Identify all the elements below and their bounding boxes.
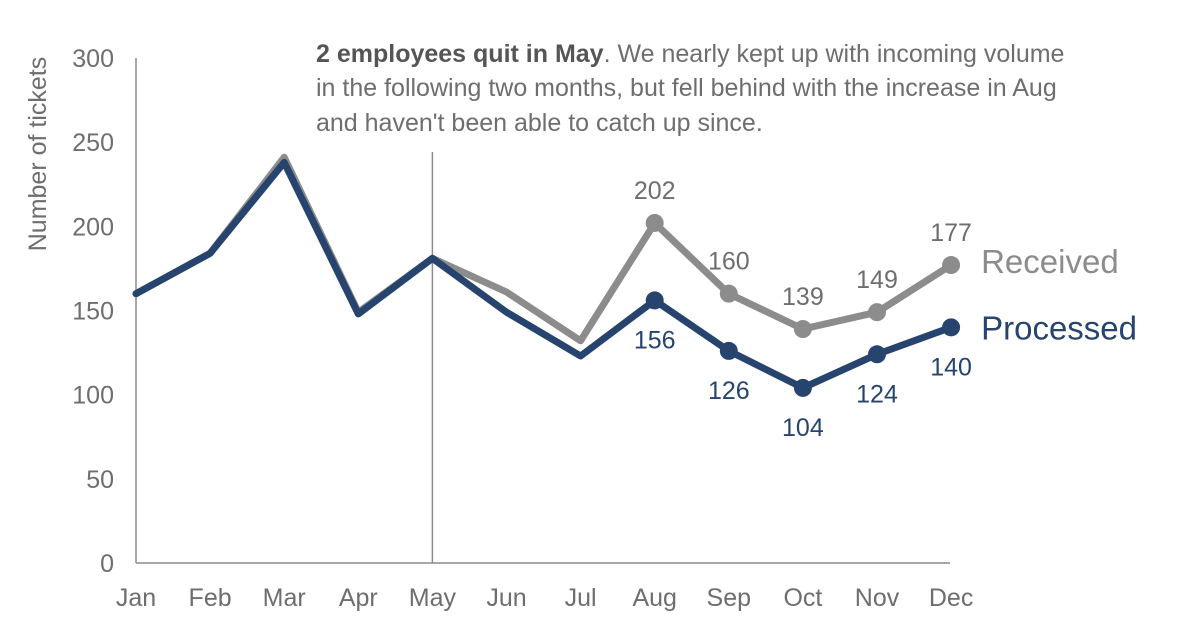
y-tick-label: 150 [72, 298, 114, 326]
y-tick-label: 0 [100, 550, 114, 578]
annotation-line-3: and haven't been able to catch up since. [316, 109, 763, 137]
processed-line [132, 158, 955, 392]
x-tick-label: May [409, 584, 457, 612]
x-tick-labels: Jan Feb Mar Apr May Jun Jul Aug Sep Oct Nov Dec [116, 584, 973, 612]
processed-point [942, 318, 961, 337]
x-tick-label: Jul [565, 584, 597, 612]
received-data-label: 149 [856, 266, 898, 294]
processed-data-label: 156 [634, 326, 676, 354]
received-line [132, 153, 955, 345]
received-data-label: 202 [634, 177, 676, 205]
x-tick-label: Sep [707, 584, 751, 612]
x-tick-label: Jun [486, 584, 526, 612]
y-tick-label: 100 [72, 382, 114, 410]
annotation-line-1-rest: . We nearly kept up with incoming volume [604, 40, 1065, 68]
processed-data-label: 126 [708, 377, 750, 405]
processed-point [793, 378, 812, 397]
y-tick-label: 200 [72, 213, 114, 241]
y-tick-label: 50 [86, 466, 114, 494]
received-point [719, 284, 738, 303]
received-data-label: 160 [708, 248, 750, 276]
processed-data-label: 140 [930, 353, 972, 381]
processed-point [868, 345, 886, 364]
annotation-line-1: 2 employees quit in May. We nearly kept … [316, 40, 1064, 68]
x-tick-label: Mar [263, 584, 306, 612]
x-tick-label: Oct [783, 584, 822, 612]
received-series: 202 160 139 149 177 Received [132, 153, 1119, 345]
received-point [942, 256, 961, 275]
x-tick-label: Dec [929, 584, 973, 612]
annotation-line-2: in the following two months, but fell be… [316, 74, 1057, 102]
x-tick-label: Aug [632, 584, 676, 612]
x-tick-label: Jan [116, 584, 156, 612]
processed-series: 156 126 104 124 140 Processed [132, 158, 1137, 442]
x-tick-label: Apr [339, 584, 378, 612]
processed-point [719, 341, 738, 360]
y-tick-label: 300 [72, 45, 114, 73]
x-tick-label: Nov [855, 584, 900, 612]
processed-data-label: 124 [856, 380, 898, 408]
y-tick-labels: 0 50 100 150 200 250 300 [72, 45, 114, 578]
y-axis-title: Number of tickets [24, 57, 52, 252]
series-layer: 202 160 139 149 177 Received 156 126 104 124 140 Pr… [132, 153, 1137, 442]
received-data-label: 177 [930, 219, 972, 247]
annotation-bold: 2 employees quit in May [316, 40, 604, 68]
received-point [793, 320, 812, 339]
received-point [645, 213, 664, 232]
x-tick-label: Feb [189, 584, 232, 612]
processed-data-label: 104 [782, 414, 824, 442]
received-data-label: 139 [782, 283, 824, 311]
received-point [868, 303, 886, 322]
y-tick-label: 250 [72, 129, 114, 157]
processed-point [645, 291, 664, 310]
axes [135, 58, 950, 564]
received-series-label: Received [981, 243, 1119, 280]
processed-series-label: Processed [981, 309, 1137, 346]
